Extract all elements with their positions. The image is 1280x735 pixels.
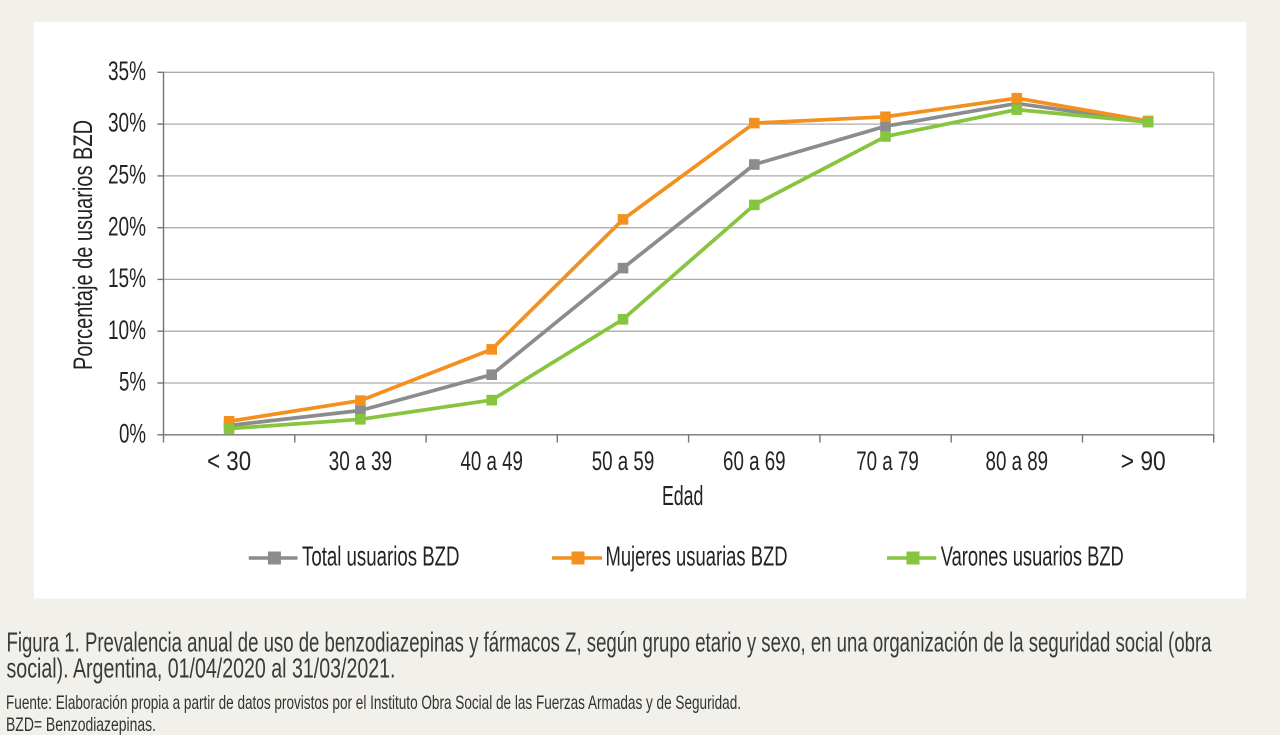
svg-text:BZD= Benzodiazepinas.: BZD= Benzodiazepinas.: [6, 714, 156, 735]
svg-text:Porcentaje de usuarios BZD: Porcentaje de usuarios BZD: [68, 120, 98, 370]
svg-text:0%: 0%: [119, 418, 146, 448]
svg-text:5%: 5%: [119, 367, 146, 397]
svg-text:35%: 35%: [108, 56, 146, 86]
svg-text:Mujeres usuarias BZD: Mujeres usuarias BZD: [606, 541, 788, 572]
svg-text:social). Argentina, 01/04/2020: social). Argentina, 01/04/2020 al 31/03/…: [7, 652, 396, 683]
svg-text:Fuente: Elaboración propia a p: Fuente: Elaboración propia a partir de d…: [6, 692, 741, 714]
svg-text:15%: 15%: [108, 263, 146, 293]
svg-text:60 a 69: 60 a 69: [723, 446, 786, 476]
svg-text:30%: 30%: [108, 108, 146, 138]
svg-text:30 a 39: 30 a 39: [329, 446, 393, 476]
svg-text:20%: 20%: [108, 211, 146, 241]
svg-text:> 90: > 90: [1121, 446, 1166, 476]
svg-text:70 a 79: 70 a 79: [856, 446, 919, 476]
svg-text:< 30: < 30: [207, 446, 251, 476]
svg-text:25%: 25%: [108, 160, 146, 190]
svg-text:10%: 10%: [108, 315, 146, 345]
svg-text:40 a 49: 40 a 49: [460, 446, 523, 476]
svg-text:Edad: Edad: [662, 480, 704, 511]
svg-text:Figura 1. Prevalencia anual de: Figura 1. Prevalencia anual de uso de be…: [7, 627, 1212, 658]
svg-text:50 a 59: 50 a 59: [592, 446, 655, 476]
svg-text:Varones usuarios BZD: Varones usuarios BZD: [941, 541, 1124, 572]
svg-text:Total usuarios BZD: Total usuarios BZD: [302, 541, 460, 572]
svg-text:80 a 89: 80 a 89: [986, 446, 1049, 476]
